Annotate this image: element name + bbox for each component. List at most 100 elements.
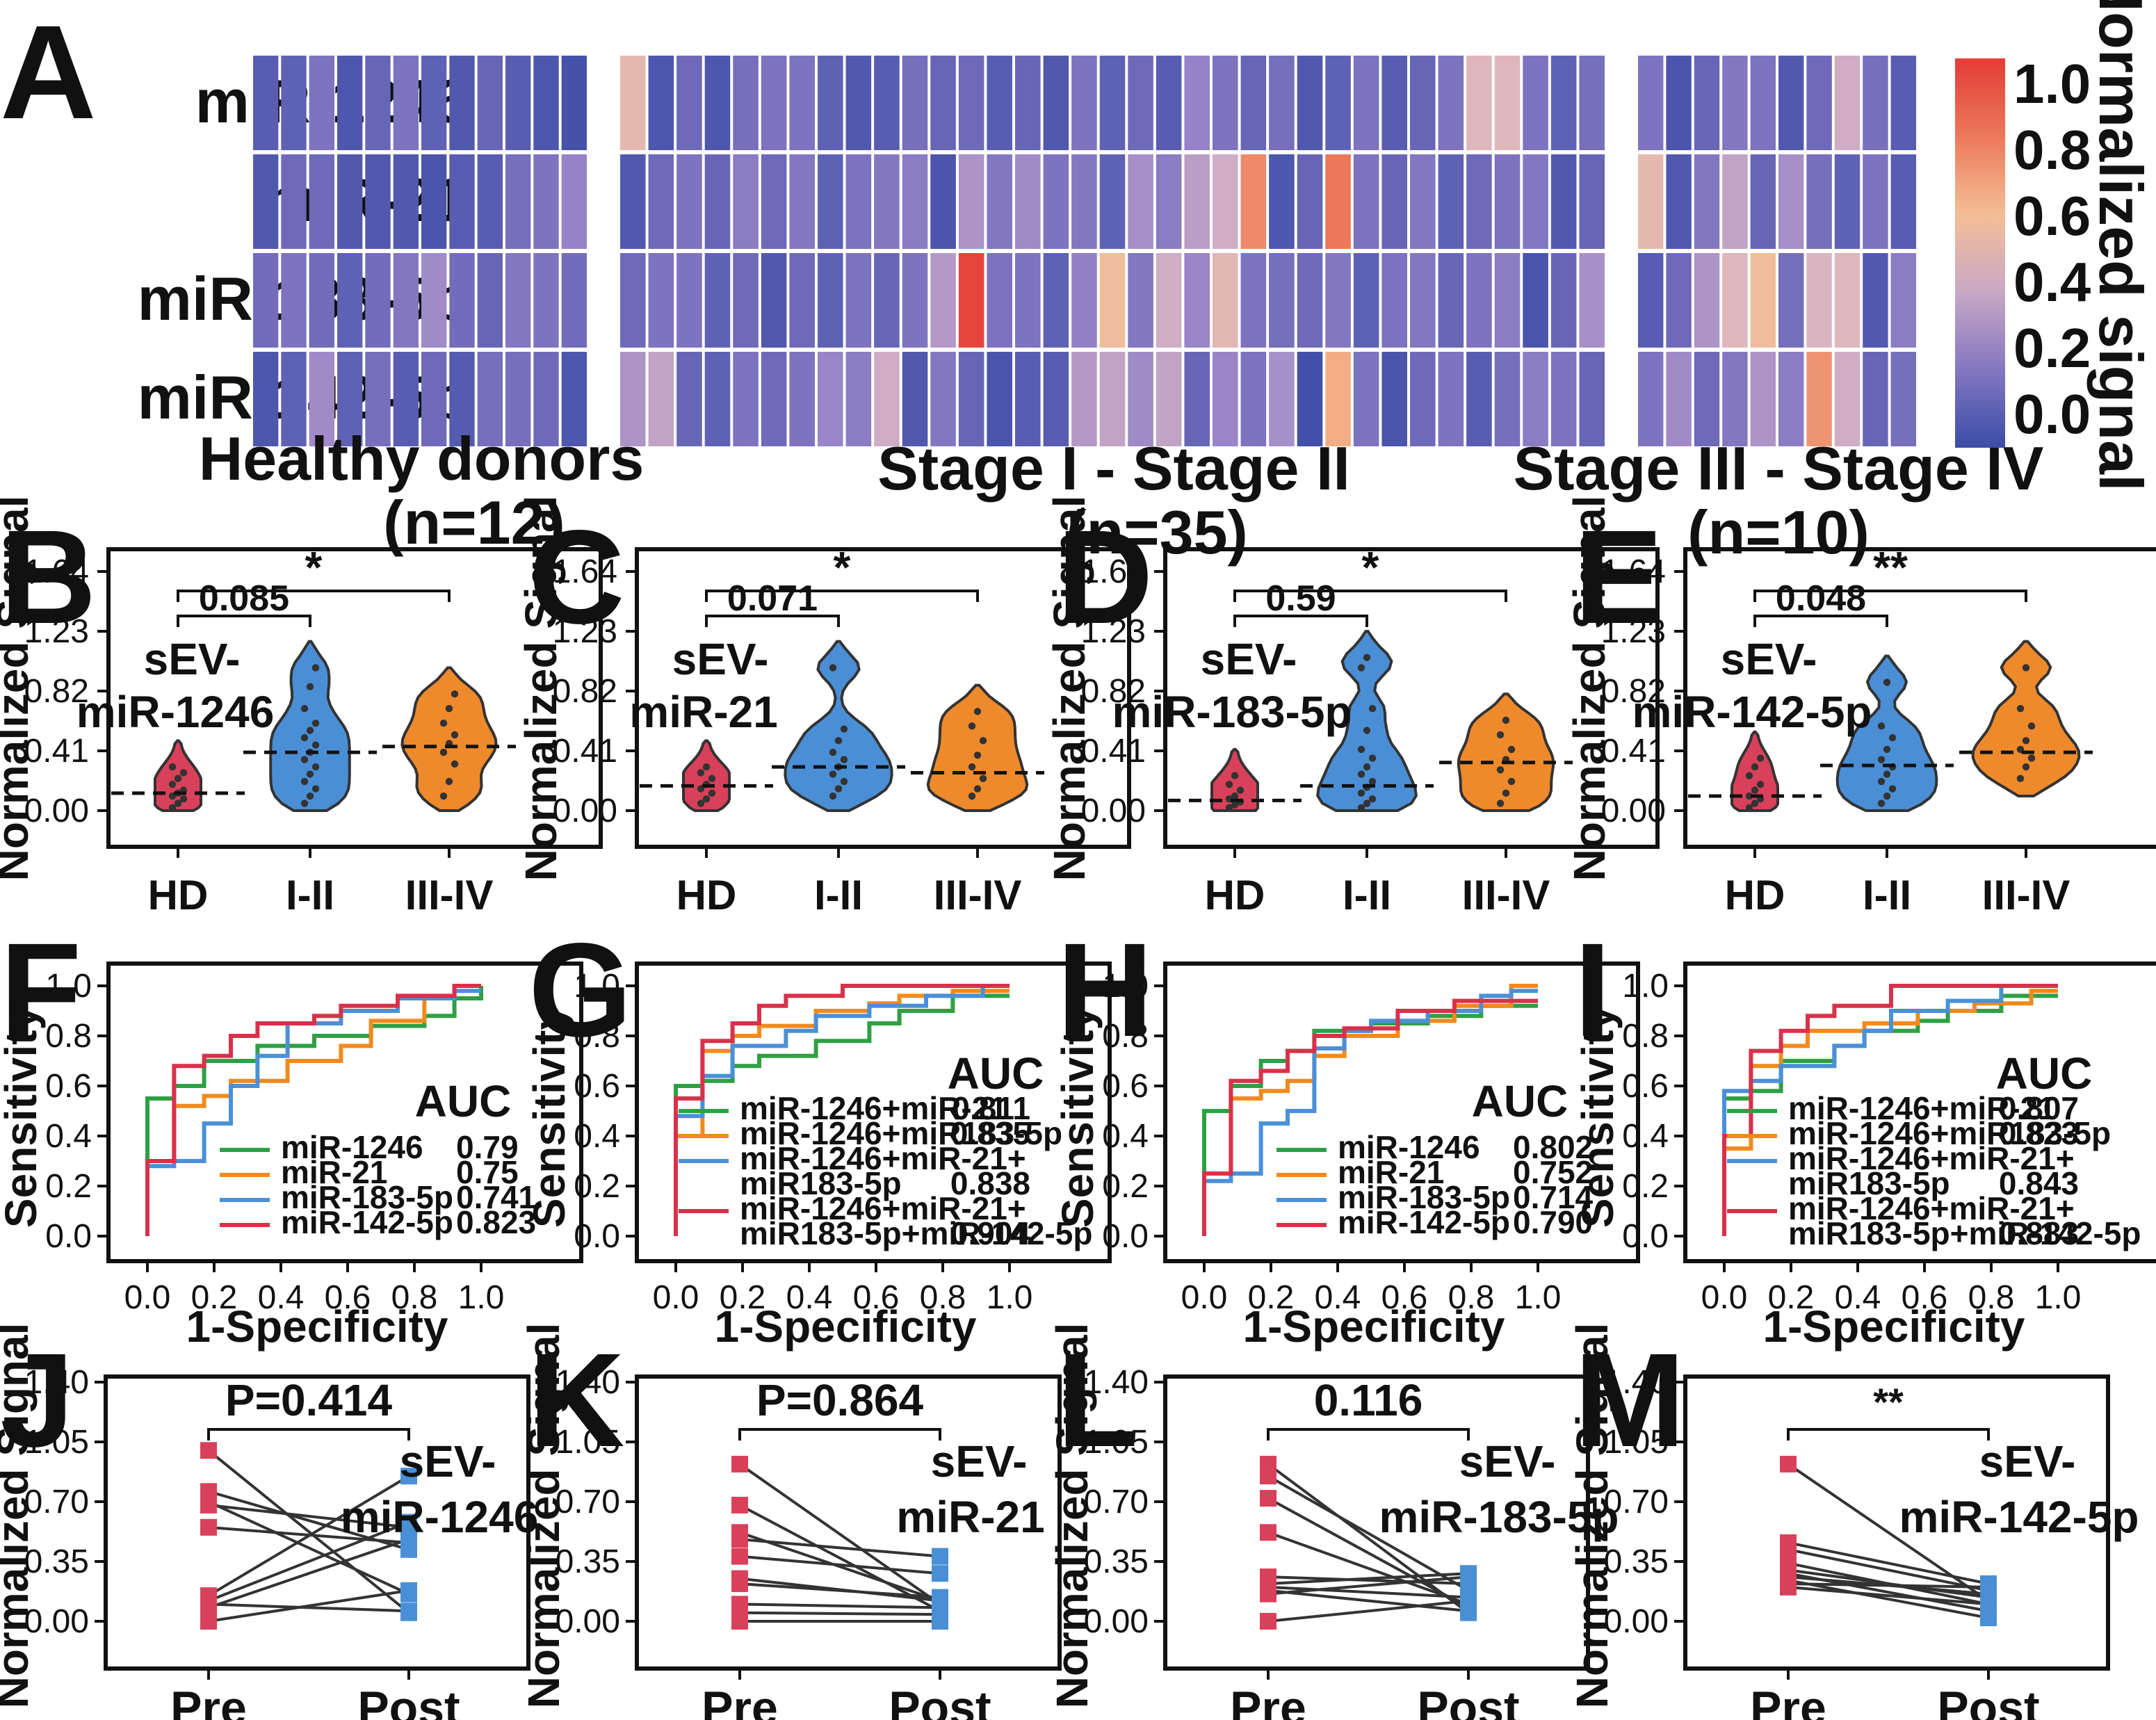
violin-point	[311, 763, 320, 771]
heatmap-cell	[1156, 154, 1182, 249]
x-axis-label: 1-Specificity	[1242, 1301, 1505, 1352]
heatmap-cell	[1890, 253, 1916, 348]
heatmap-cell	[1071, 253, 1097, 348]
roc-panels: F 0.0 0.2 0.4 0.6 0.8 1.0 0.0 0.2 0.4 0.6 0.8 1.0 1-S…	[0, 915, 2156, 1352]
y-tick-label: 0.35	[1084, 1543, 1149, 1580]
heatmap-cell	[1381, 352, 1407, 446]
plot-frame	[104, 1374, 530, 1671]
paired-title-line1: sEV-	[1979, 1436, 2076, 1486]
bracket	[1267, 1428, 1470, 1441]
heatmap-cell	[337, 154, 363, 249]
panel-label: I	[1574, 915, 1611, 1064]
paired-title-line2: miR-1246	[341, 1492, 539, 1542]
heatmap-cell	[505, 154, 531, 249]
heatmap-cell	[1438, 253, 1464, 348]
post-marker	[400, 1582, 417, 1599]
panel-label: G	[528, 915, 632, 1064]
heatmap-cell	[930, 352, 956, 446]
heatmap-cell	[1579, 253, 1605, 348]
heatmap-cell	[1834, 253, 1861, 348]
heatmap-cell	[281, 352, 307, 446]
heatmap-cell	[1015, 253, 1041, 348]
legend-auc: 0.811	[952, 1090, 1030, 1126]
violin-point	[1368, 704, 1377, 713]
y-tick-label: 0.6	[45, 1068, 92, 1105]
heatmap-cell	[1550, 352, 1577, 446]
legend-auc: 0.790	[1513, 1204, 1593, 1240]
y-tick-label: 1.23	[1601, 613, 1666, 650]
p-value-short: 0.085	[199, 578, 289, 619]
pair-line	[208, 1500, 410, 1596]
pre-marker	[731, 1613, 748, 1630]
heatmap-cell	[958, 56, 984, 150]
legend-auc: 0.883	[1999, 1215, 2079, 1251]
plot-frame	[106, 962, 583, 1263]
heatmap-cell	[1213, 56, 1238, 150]
heatmap-cell	[704, 56, 731, 150]
y-tick-label: 0.2	[1102, 1168, 1149, 1205]
plot-frame	[106, 547, 603, 849]
heatmap-cell	[818, 352, 843, 446]
p-value-long: **	[1873, 542, 1908, 592]
legend-label: miR-142-5p	[1338, 1204, 1510, 1240]
heatmap-cell	[1156, 352, 1182, 446]
heatmap-cell	[1722, 253, 1748, 348]
violin-point	[1357, 770, 1365, 778]
violin-point	[1877, 777, 1886, 786]
violin-point	[973, 708, 982, 715]
heatmap-cell	[1806, 56, 1832, 150]
heatmap-cell	[789, 154, 815, 249]
heatmap-cell	[1523, 154, 1548, 249]
heatmap-cell	[1240, 56, 1267, 150]
pair-line	[208, 1538, 410, 1609]
plot-frame	[635, 1374, 1062, 1671]
legend-auc: 0.741	[456, 1179, 536, 1215]
heatmap-cell	[477, 253, 503, 348]
heatmap-cell	[930, 154, 956, 249]
y-axis-label: Normalized Signal	[1567, 1323, 1617, 1709]
heatmap-cell	[1325, 56, 1351, 150]
heatmap-cell	[1523, 253, 1548, 348]
violin-point	[1883, 770, 1891, 778]
heatmap-cell	[1806, 154, 1832, 249]
heatmap-cell	[1184, 352, 1210, 446]
legend-auc: 0.807	[1999, 1090, 2079, 1126]
pair-line	[1267, 1475, 1469, 1592]
pair-line	[1788, 1579, 1989, 1620]
legend-auc: 0.843	[1999, 1165, 2079, 1201]
heatmap-cell	[1043, 253, 1069, 348]
heatmap-cell	[393, 253, 419, 348]
heatmap-cell	[1381, 154, 1407, 249]
x-tick-label: 0.4	[1315, 1279, 1361, 1316]
legend-auc: 0.838	[950, 1165, 1030, 1201]
x-tick-label: 0.4	[258, 1279, 305, 1316]
heatmap-cell	[818, 253, 843, 348]
colorbar-tick: 1.0	[2013, 53, 2091, 115]
violin-point	[1231, 801, 1239, 809]
violin-point	[306, 727, 314, 734]
violin-body	[1457, 692, 1555, 812]
violin-point	[2027, 754, 2036, 762]
pre-marker	[200, 1442, 217, 1459]
pair-line	[739, 1531, 941, 1603]
violin-point	[1883, 745, 1891, 754]
y-tick-label: 0.2	[45, 1168, 92, 1205]
heatmap-cell	[1722, 56, 1748, 150]
p-value-short: 0.59	[1265, 578, 1336, 619]
heatmap-cell	[477, 56, 503, 150]
y-tick-label: 0.4	[1622, 1118, 1669, 1155]
y-tick-label: 0.00	[556, 1603, 620, 1640]
bracket	[738, 1428, 941, 1441]
heatmap-cell	[676, 154, 702, 249]
heatmap-cell	[1523, 56, 1548, 150]
post-marker	[400, 1468, 417, 1485]
violin-title-line1: sEV-	[144, 634, 241, 684]
heatmap-cell	[1353, 154, 1379, 249]
x-tick-label: Post	[889, 1682, 991, 1720]
pre-marker	[1260, 1613, 1276, 1630]
heatmap-cell	[733, 56, 759, 150]
pair-line	[208, 1503, 410, 1529]
heatmap-cell	[845, 352, 872, 446]
violin-point	[306, 792, 314, 800]
